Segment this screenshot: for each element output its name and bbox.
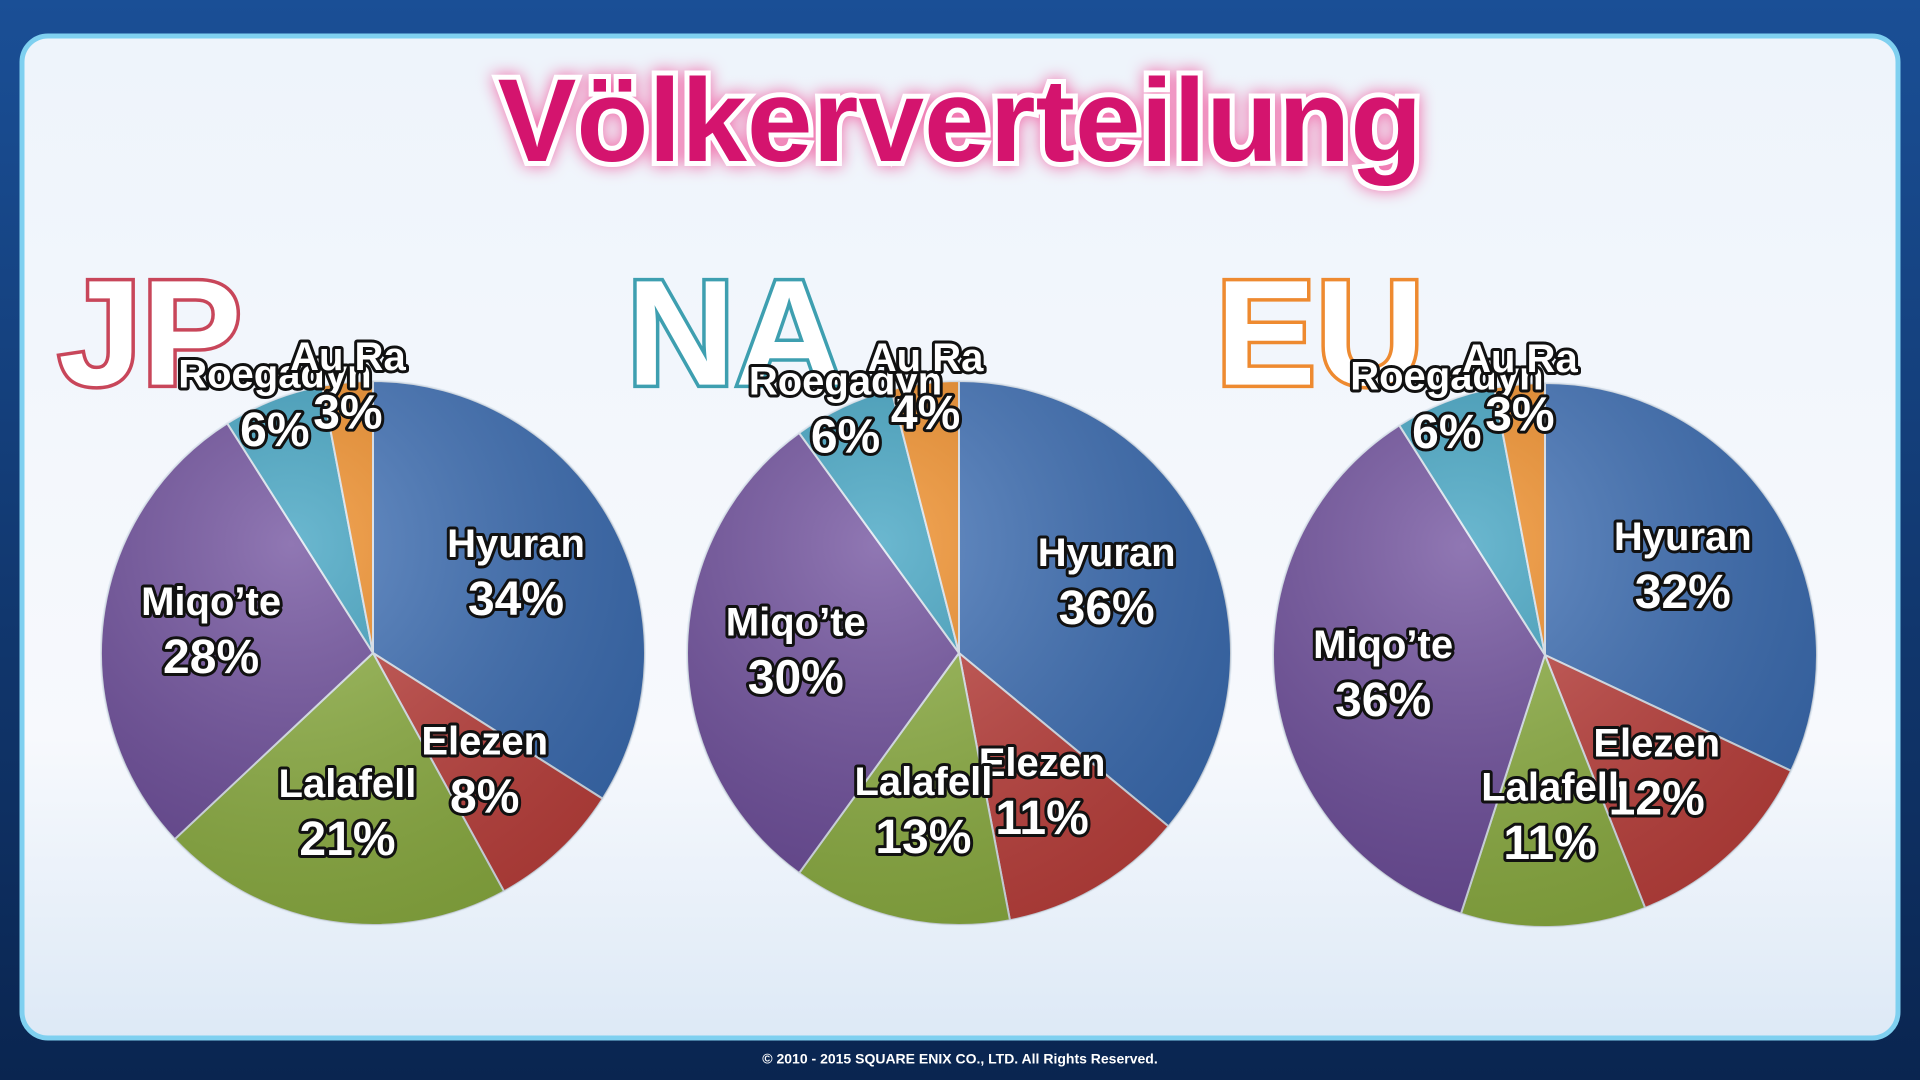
slice-name: Miqo’te	[726, 601, 866, 645]
slice-name: Miqo’te	[1313, 623, 1453, 667]
slice-name: Roegadyn	[178, 353, 371, 397]
slice-name: Elezen	[421, 720, 548, 764]
slice-name: Hyuran	[447, 522, 585, 566]
slice-value: 4%	[891, 387, 960, 440]
slice-value: 32%	[1635, 566, 1731, 619]
slice-value: 3%	[1485, 388, 1554, 441]
slice-name: Au Ra	[1462, 337, 1578, 381]
slice-value: 12%	[1609, 773, 1705, 826]
slice-value: 11%	[1503, 817, 1596, 870]
slice-value: 36%	[1059, 582, 1155, 635]
slice-value: 6%	[1412, 406, 1481, 459]
slice-value: 34%	[468, 573, 564, 626]
slice-name: Hyuran	[1614, 515, 1752, 559]
slice-name: Lalafell	[1481, 766, 1619, 810]
slice-name: Elezen	[979, 741, 1106, 785]
slice-name: Lalafell	[854, 760, 992, 804]
slice-name: Lalafell	[279, 762, 417, 806]
slice-name: Miqo’te	[141, 580, 281, 624]
slice-name: Elezen	[1593, 722, 1720, 766]
main-title: Völkerverteilung	[498, 55, 1423, 187]
slice-name: Roegadyn	[749, 359, 942, 403]
slice-value: 3%	[313, 386, 382, 439]
slice-value: 21%	[299, 813, 395, 866]
slice-value: 6%	[811, 410, 880, 463]
footer: © 2010 - 2015 SQUARE ENIX CO., LTD. All …	[762, 1051, 1157, 1067]
slice-name: Roegadyn	[1350, 355, 1543, 399]
slice-value: 30%	[748, 652, 844, 705]
charts: JPHyuran34%Elezen8%Lalafell21%Miqo’te28%…	[55, 245, 1818, 928]
slice-name: Au Ra	[868, 336, 984, 380]
slice-name: Au Ra	[290, 335, 406, 379]
slice-value: 36%	[1335, 674, 1431, 727]
slice-value: 6%	[240, 404, 309, 457]
slice-value: 11%	[995, 792, 1088, 845]
slice-value: 28%	[163, 631, 259, 684]
slice-name: Hyuran	[1038, 531, 1176, 575]
slice-value: 13%	[875, 811, 971, 864]
slice-value: 8%	[450, 771, 519, 824]
